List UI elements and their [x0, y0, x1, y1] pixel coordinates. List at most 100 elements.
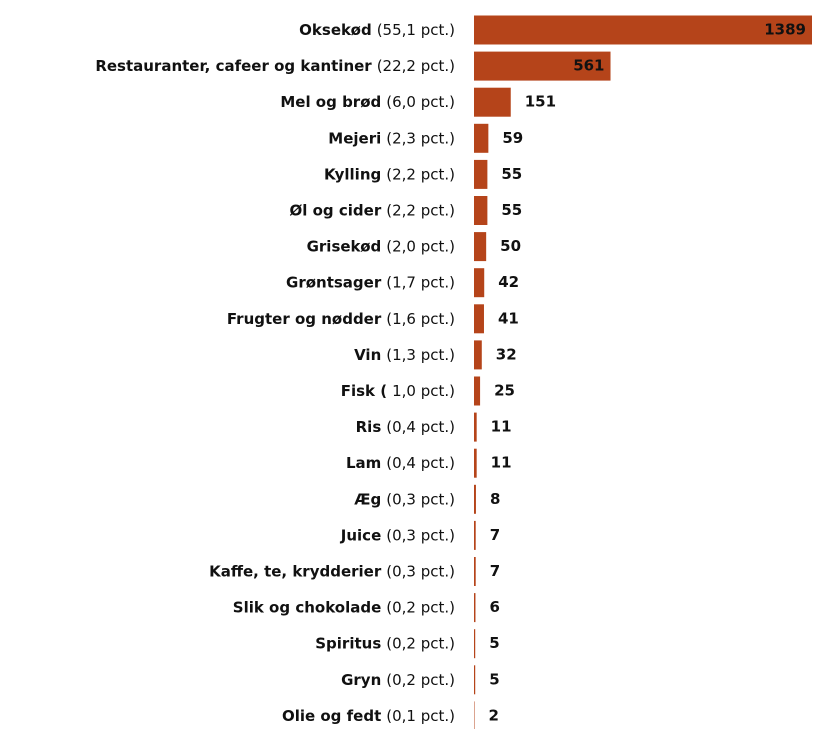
- category-label: Øl og cider (2,2 pct.): [290, 201, 455, 219]
- category-share: (2,3 pct.): [386, 129, 455, 147]
- category-share: (0,3 pct.): [386, 526, 455, 544]
- value-label: 50: [500, 237, 521, 255]
- category-label: Olie og fedt (0,1 pct.): [282, 706, 455, 724]
- bar: [474, 123, 489, 153]
- value-label: 59: [502, 129, 523, 147]
- category-share: (2,2 pct.): [386, 165, 455, 183]
- category-name: Grøntsager: [286, 273, 382, 291]
- category-label: Ris (0,4 pct.): [356, 418, 455, 436]
- category-label: Restauranter, cafeer og kantiner (22,2 pc…: [95, 57, 455, 75]
- category-label: Mel og brød (6,0 pct.): [280, 93, 455, 111]
- category-name: Ris: [356, 418, 382, 436]
- category-label: Slik og chokolade (0,2 pct.): [233, 598, 455, 616]
- bar: [474, 448, 477, 478]
- bar: [474, 520, 476, 550]
- category-name: Restauranter, cafeer og kantiner: [95, 57, 372, 75]
- value-label: 55: [501, 201, 522, 219]
- value-label: 561: [573, 57, 604, 75]
- category-label: Juice (0,3 pct.): [340, 526, 455, 544]
- category-name: Olie og fedt: [282, 706, 381, 724]
- category-name: Øl og cider: [290, 201, 382, 219]
- category-label: Spiritus (0,2 pct.): [315, 634, 455, 652]
- bar: [474, 340, 482, 370]
- category-share: (0,2 pct.): [386, 670, 455, 688]
- category-label: Æg (0,3 pct.): [354, 490, 455, 508]
- category-share: (0,1 pct.): [386, 706, 455, 724]
- category-label: Grisekød (2,0 pct.): [307, 237, 455, 255]
- value-label: 55: [501, 165, 522, 183]
- bar: [474, 593, 476, 623]
- bar: [474, 629, 476, 659]
- value-label: 32: [496, 345, 517, 363]
- bar: [474, 51, 611, 81]
- category-name: Mel og brød: [280, 93, 381, 111]
- value-label: 7: [490, 562, 500, 580]
- category-name: Slik og chokolade: [233, 598, 381, 616]
- bar: [474, 557, 476, 586]
- category-share: (0,3 pct.): [386, 562, 455, 580]
- category-name: Kaffe, te, krydderier: [209, 562, 382, 580]
- value-label: 2: [488, 706, 498, 724]
- value-label: 41: [498, 309, 519, 327]
- bar: [474, 484, 476, 514]
- category-label: Oksekød (55,1 pct.): [299, 21, 455, 39]
- bar: [474, 15, 812, 45]
- value-label: 151: [525, 93, 556, 111]
- category-name: Kylling: [324, 165, 381, 183]
- category-label: Lam (0,4 pct.): [346, 454, 455, 472]
- value-label: 42: [498, 273, 519, 291]
- category-share: (0,4 pct.): [386, 454, 455, 472]
- value-label: 25: [494, 382, 515, 400]
- category-label: Gryn (0,2 pct.): [341, 670, 455, 688]
- category-share: (2,2 pct.): [386, 201, 455, 219]
- category-name: Grisekød: [307, 237, 382, 255]
- category-label: Mejeri (2,3 pct.): [328, 129, 455, 147]
- value-label: 6: [489, 598, 499, 616]
- category-label: Frugter og nødder (1,6 pct.): [227, 309, 455, 327]
- category-share: (6,0 pct.): [386, 93, 455, 111]
- bar: [474, 665, 476, 695]
- value-label: 8: [490, 490, 500, 508]
- category-name: Spiritus: [315, 634, 381, 652]
- category-share: (0,2 pct.): [386, 598, 455, 616]
- category-label: Vin (1,3 pct.): [354, 345, 455, 363]
- category-label: Grøntsager (1,7 pct.): [286, 273, 455, 291]
- bar: [474, 304, 484, 334]
- category-label: Fisk ( 1,0 pct.): [341, 382, 455, 400]
- bar: [474, 87, 511, 117]
- category-share: (1,6 pct.): [386, 309, 455, 327]
- category-share: 1,0 pct.): [392, 382, 455, 400]
- bar: [474, 412, 477, 442]
- category-name: Vin: [354, 345, 381, 363]
- category-name: Oksekød: [299, 21, 372, 39]
- category-share: (1,7 pct.): [386, 273, 455, 291]
- category-share: (2,0 pct.): [386, 237, 455, 255]
- category-label: Kaffe, te, krydderier (0,3 pct.): [209, 562, 455, 580]
- category-name: Gryn: [341, 670, 381, 688]
- bar: [474, 159, 488, 189]
- category-name: Frugter og nødder: [227, 309, 382, 327]
- value-label: 7: [490, 526, 500, 544]
- category-name: Lam: [346, 454, 381, 472]
- bar: [474, 268, 485, 298]
- category-share: (1,3 pct.): [386, 345, 455, 363]
- category-share: (0,2 pct.): [386, 634, 455, 652]
- category-name: Juice: [340, 526, 381, 544]
- value-label: 1389: [764, 21, 806, 39]
- value-label: 5: [489, 670, 499, 688]
- category-name: Æg: [354, 490, 381, 508]
- value-label: 11: [491, 454, 512, 472]
- category-share: (55,1 pct.): [377, 21, 455, 39]
- category-name: Mejeri: [328, 129, 381, 147]
- bar: [474, 232, 487, 262]
- category-share: (0,3 pct.): [386, 490, 455, 508]
- category-label: Kylling (2,2 pct.): [324, 165, 455, 183]
- value-label: 5: [489, 634, 499, 652]
- category-share: (0,4 pct.): [386, 418, 455, 436]
- value-label: 11: [491, 418, 512, 436]
- bar: [474, 196, 488, 225]
- category-share: (22,2 pct.): [377, 57, 455, 75]
- bar: [474, 376, 481, 406]
- category-name: Fisk (: [341, 382, 387, 400]
